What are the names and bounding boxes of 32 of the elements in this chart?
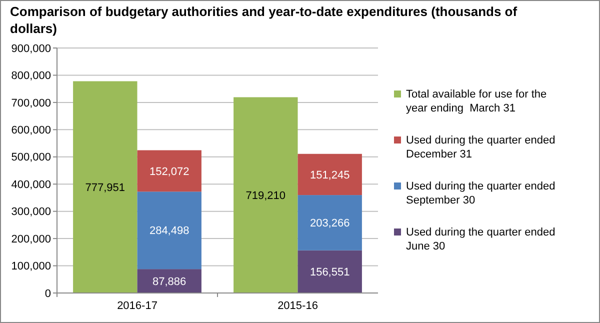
- data-label: 284,498: [149, 225, 190, 238]
- chart-title: Comparison of budgetary authorities and year-to-date expenditures (thousands of dollars): [10, 4, 518, 36]
- y-tick-label: 500,000: [11, 152, 51, 164]
- bar: [298, 195, 362, 250]
- legend-label: Used during the quarter ended December 31: [406, 134, 556, 160]
- y-tick-label: 600,000: [11, 124, 51, 137]
- legend-label: Used during the quarter ended June 30: [406, 226, 556, 252]
- data-label: 151,245: [310, 169, 350, 182]
- data-label: 87,886: [152, 276, 186, 288]
- y-tick-label: 800,000: [11, 70, 51, 82]
- y-tick-label: 900,000: [11, 42, 51, 55]
- bar: [137, 192, 202, 270]
- data-label: 152,072: [149, 166, 190, 178]
- bar: [298, 154, 362, 196]
- y-tick-label: 400,000: [11, 178, 51, 191]
- bar: [137, 150, 202, 192]
- y-tick-label: 700,000: [11, 97, 51, 110]
- y-tick-label: 200,000: [11, 233, 51, 246]
- legend-label: Total available for use for the year ending March 31: [406, 88, 547, 114]
- data-label: 156,551: [310, 266, 350, 279]
- y-tick-label: 0: [44, 288, 51, 300]
- x-tick-label: 2015-16: [278, 300, 318, 312]
- data-label: 777,951: [85, 182, 126, 194]
- data-label: 719,210: [246, 190, 286, 202]
- legend-label: Used during the quarter ended September 30: [406, 180, 556, 206]
- y-tick-label: 100,000: [11, 260, 51, 273]
- bar: [234, 97, 298, 293]
- bar: [73, 81, 138, 293]
- x-tick-label: 2016-17: [117, 300, 158, 312]
- y-tick-label: 300,000: [11, 206, 51, 218]
- data-label: 203,266: [310, 218, 350, 230]
- bar: [298, 250, 362, 293]
